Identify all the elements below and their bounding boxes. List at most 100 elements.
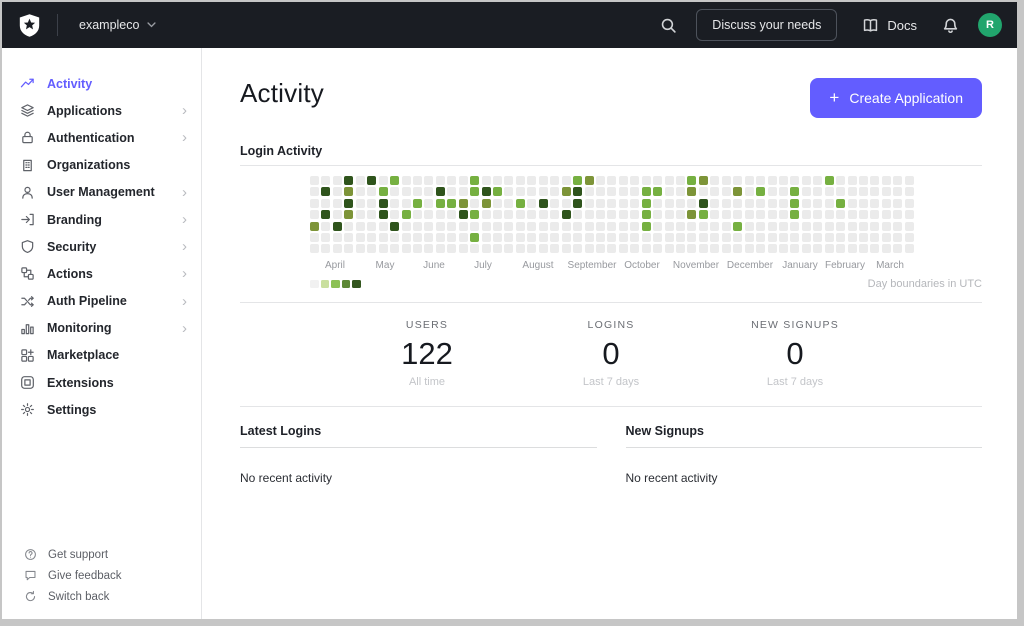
heatmap-cell [367,232,377,242]
sidebar-item-settings[interactable]: Settings [2,396,201,423]
heatmap-cell [344,210,354,220]
heatmap-cell [378,221,388,231]
heatmap-cell [767,232,777,242]
discuss-your-needs-button[interactable]: Discuss your needs [696,9,838,41]
heatmap-cell [630,244,640,254]
heatmap-cell [584,221,594,231]
heatmap-cell [790,244,800,254]
heatmap-cell [401,210,411,220]
heatmap-cell [801,232,811,242]
heatmap-cell [641,176,651,185]
heatmap-cell [355,221,365,231]
docs-button[interactable]: Docs [856,16,923,35]
heatmap-cell [493,232,502,242]
sidebar-item-auth-pipeline[interactable]: Auth Pipeline › [2,288,201,315]
heatmap-cell [710,221,720,231]
heatmap-cell [721,210,731,220]
heatmap-cell [435,210,445,220]
heatmap-cell [676,198,685,208]
sidebar-item-organizations[interactable]: Organizations [2,152,201,179]
heatmap-cell [584,176,594,185]
heatmap-cell [756,244,766,254]
sidebar-item-label: Branding [47,212,102,227]
empty-state-text: No recent activity [240,471,333,485]
heatmap-cell [744,221,754,231]
heatmap-cell [390,221,400,231]
sidebar-item-applications[interactable]: Applications › [2,97,201,124]
heatmap-cell [824,210,834,220]
heatmap-cell [710,176,720,185]
auth0-shield-logo-icon[interactable] [17,13,42,38]
heatmap-cell [401,232,411,242]
heatmap-cell [321,198,331,208]
heatmap-cell [355,232,365,242]
heatmap-cell [801,244,811,254]
heatmap-cell [470,210,480,220]
heatmap-cell [504,244,514,254]
create-application-button[interactable]: + Create Application [810,78,982,118]
app-body: Activity Applications › Authentication › Orga… [2,48,1017,619]
notifications-button[interactable] [942,17,959,34]
heatmap-cell [870,244,880,254]
sidebar-footer-switch-back[interactable]: Switch back [2,586,201,607]
heatmap-cell [367,244,377,254]
sidebar-item-user-management[interactable]: User Management › [2,179,201,206]
help-icon [24,548,38,561]
sidebar-footer-get-support[interactable]: Get support [2,544,201,565]
user-avatar[interactable]: R [978,13,1002,37]
heatmap-cell [355,244,365,254]
heatmap-cell [778,221,788,231]
month-label: May [375,260,395,271]
heatmap-cell [321,244,331,254]
sidebar-item-authentication[interactable]: Authentication › [2,124,201,151]
heatmap-cell [401,244,411,254]
heatmap-cell [504,221,514,231]
heatmap-cell [618,221,628,231]
heatmap-legend [310,279,361,289]
sidebar-footer-label: Get support [48,548,109,561]
heatmap-cell [813,198,823,208]
sidebar-item-activity[interactable]: Activity [2,70,201,97]
heatmap-cell [321,221,331,231]
heatmap-cell [538,210,548,220]
heatmap-cell [881,232,891,242]
heatmap-cell [332,244,342,254]
sidebar-item-extensions[interactable]: Extensions [2,369,201,396]
heatmap-cell [561,221,571,231]
tenant-switcher[interactable]: exampleco [73,17,162,33]
heatmap-cell [618,176,628,185]
sidebar-item-marketplace[interactable]: Marketplace [2,342,201,369]
heatmap-cell [870,221,880,231]
search-button[interactable] [660,17,677,34]
main-content: Activity + Create Application Login Acti… [202,48,1017,619]
heatmap-cell [801,210,811,220]
heatmap-cell [424,210,434,220]
heatmap-cell [412,221,422,231]
sidebar-item-branding[interactable]: Branding › [2,206,201,233]
sidebar-item-security[interactable]: Security › [2,233,201,260]
heatmap-cell [824,187,834,197]
heatmap-cell [687,244,697,254]
heatmap-cell [756,198,766,208]
sidebar-item-actions[interactable]: Actions › [2,260,201,287]
heatmap-cell [310,232,319,242]
topbar: exampleco Discuss your needs Docs R [2,2,1017,48]
book-icon [864,18,878,32]
month-label: February [824,260,866,271]
heatmap-cell [618,187,628,197]
heatmap-cell [561,210,571,220]
sidebar-item-monitoring[interactable]: Monitoring › [2,315,201,342]
heatmap-cell [698,198,708,208]
month-label: June [423,260,445,271]
heatmap-cell [355,210,365,220]
heatmap-cell [859,187,868,197]
heatmap-cell [710,210,720,220]
heatmap-cell [561,176,571,185]
heatmap-cell [607,198,617,208]
heatmap-cell [390,198,400,208]
heatmap-cell [595,244,605,254]
heatmap-cell [744,210,754,220]
sidebar-item-label: Settings [47,402,97,417]
sidebar-footer-give-feedback[interactable]: Give feedback [2,565,201,586]
heatmap-cell [493,210,502,220]
